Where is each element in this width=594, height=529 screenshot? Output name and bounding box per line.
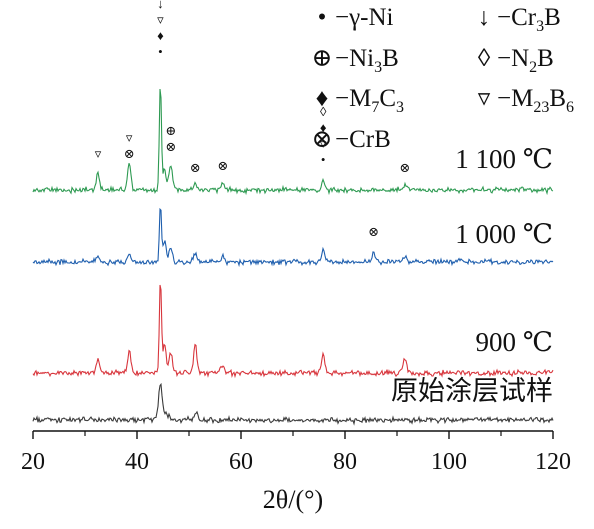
series-label: 1 100 ℃ [455,144,553,174]
legend-symbol: ▿ [478,85,491,112]
legend-entry: ↓ −Cr3B [478,4,561,35]
peak-marker: ◊ [320,104,327,119]
peak-marker: ⊗ [217,158,228,173]
peak-markers: •♦▿↓▿ ⊗▿⊗⊕⊗ ⊗ •▿♦◊⊗⊗ [95,0,411,239]
legend-symbol: ⊗ [312,126,333,153]
series-trace [32,382,554,426]
peak-marker: ♦ [157,28,164,43]
legend-entry: ◊ −N2B [478,45,554,76]
series-label: 原始涂层试样 [391,376,553,406]
legend-entry: ⊕ −Ni3B [312,45,399,76]
x-tick-label: 100 [431,449,467,475]
legend-label: −CrB [335,126,391,153]
x-axis: 20 40 60 80 100 120 [21,430,571,475]
legend-symbol: • [318,4,327,31]
legend-entry: ♦ −M7C3 [316,85,404,116]
x-tick-label: 120 [535,449,571,475]
legend-label: −γ-Ni [335,4,394,31]
legend-symbol: ↓ [478,4,491,31]
legend-entry: ⊗ −CrB [312,126,391,153]
legend-label: −M23B6 [497,85,574,116]
legend: • −γ-Ni ↓ −Cr3B⊕ −Ni3B ◊ −N2B♦ −M7C3 ▿ −M23B6⊗ −Cr… [312,4,574,153]
peak-marker: ⊗ [190,160,201,175]
legend-entry: • −γ-Ni [318,4,394,31]
peak-marker: ⊗ [368,224,379,239]
peak-marker: ▿ [157,12,164,27]
series-trace [32,88,554,196]
peak-marker: • [158,44,163,59]
series-label: 1 000 ℃ [455,219,553,249]
x-tick-label: 20 [21,449,45,475]
peak-marker: ▿ [320,136,327,151]
series-trace [32,207,554,268]
x-tick-label: 80 [333,449,357,475]
legend-label: −N2B [497,45,554,76]
x-tick-label: 40 [125,449,149,475]
peak-marker: ⊕ [165,123,176,138]
x-tick-label: 60 [229,449,253,475]
peak-marker: ↓ [157,0,164,11]
peak-marker: • [321,152,326,167]
series-label: 900 ℃ [476,327,553,357]
peak-marker: ⊗ [399,160,410,175]
legend-entry: ▿ −M23B6 [478,85,574,116]
legend-label: −M7C3 [335,85,404,116]
legend-symbol: ♦ [316,85,329,112]
x-axis-title: 2θ/(°) [263,485,323,514]
traces [32,88,554,426]
series-labels: 1 100 ℃ 1 000 ℃ 900 ℃ 原始涂层试样 [391,144,553,406]
peak-marker: ▿ [95,146,102,161]
peak-marker: ⊗ [124,146,135,161]
legend-label: −Ni3B [335,45,399,76]
legend-symbol: ◊ [478,45,491,72]
peak-marker: ▿ [126,130,133,145]
legend-symbol: ⊕ [312,45,333,72]
peak-marker: ♦ [320,120,327,135]
peak-marker: ⊗ [165,139,176,154]
series-trace [32,284,554,379]
legend-label: −Cr3B [497,4,561,35]
